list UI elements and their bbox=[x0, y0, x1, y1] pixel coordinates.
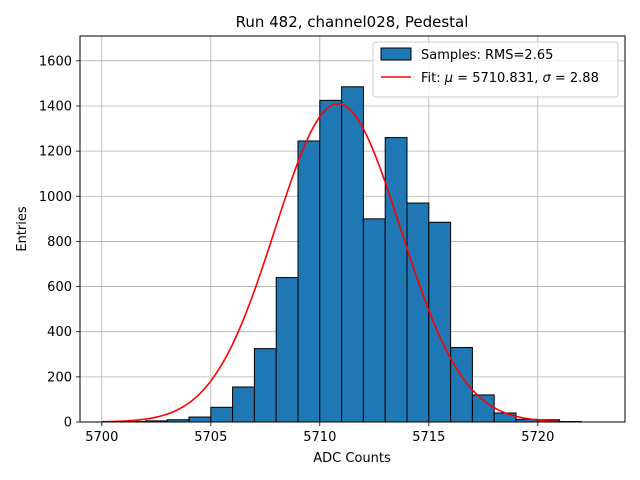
y-tick-label: 400 bbox=[47, 325, 72, 340]
histogram-bar bbox=[341, 86, 364, 423]
histogram-bar bbox=[319, 99, 343, 423]
x-tick-label: 5720 bbox=[521, 430, 554, 445]
histogram-bar bbox=[428, 221, 452, 423]
histogram-bar bbox=[275, 277, 299, 423]
x-tick-label: 5715 bbox=[412, 430, 445, 445]
histogram-bar bbox=[232, 386, 255, 423]
x-tick-label: 5700 bbox=[85, 430, 118, 445]
x-axis-ticks: 5700 5705 5710 5715 5720 bbox=[85, 422, 554, 445]
y-tick-label: 1600 bbox=[39, 54, 72, 69]
y-tick-label: 0 bbox=[64, 416, 72, 431]
y-tick-label: 1400 bbox=[39, 99, 72, 114]
histogram-bar bbox=[493, 412, 517, 423]
legend-box bbox=[372, 41, 619, 98]
legend-samples-label: Samples: RMS=2.65 bbox=[421, 48, 553, 63]
y-tick-label: 1000 bbox=[39, 190, 72, 205]
y-tick-label: 200 bbox=[47, 370, 72, 385]
histogram-bar bbox=[450, 347, 473, 423]
y-axis-ticks: 0 200 400 600 800 1000 1200 1400 1600 bbox=[39, 54, 80, 431]
histogram-bar bbox=[297, 140, 321, 423]
legend-samples-swatch bbox=[380, 47, 412, 61]
histogram-bar bbox=[362, 218, 386, 423]
histogram-bar bbox=[471, 394, 495, 423]
y-tick-label: 1200 bbox=[39, 145, 72, 160]
fit-curve bbox=[101, 102, 560, 423]
x-axis-label: ADC Counts bbox=[313, 451, 391, 466]
histogram-bar bbox=[253, 348, 277, 423]
histogram-bar bbox=[188, 416, 212, 423]
x-tick-label: 5710 bbox=[303, 430, 336, 445]
y-tick-label: 800 bbox=[47, 235, 72, 250]
chart-title: Run 482, channel028, Pedestal bbox=[236, 13, 469, 31]
legend-fit-label: Fit: μ = 5710.831, σ = 2.88 bbox=[421, 71, 599, 86]
y-tick-label: 600 bbox=[47, 280, 72, 295]
legend: Samples: RMS=2.65 Fit: μ = 5710.831, σ =… bbox=[372, 41, 619, 98]
histogram-bar bbox=[406, 202, 430, 423]
histogram-bar bbox=[210, 406, 234, 423]
x-tick-label: 5705 bbox=[194, 430, 227, 445]
histogram-bar bbox=[384, 137, 408, 423]
y-axis-label: Entries bbox=[15, 206, 30, 252]
bars-layer bbox=[123, 86, 582, 423]
axes-frame bbox=[79, 35, 626, 423]
